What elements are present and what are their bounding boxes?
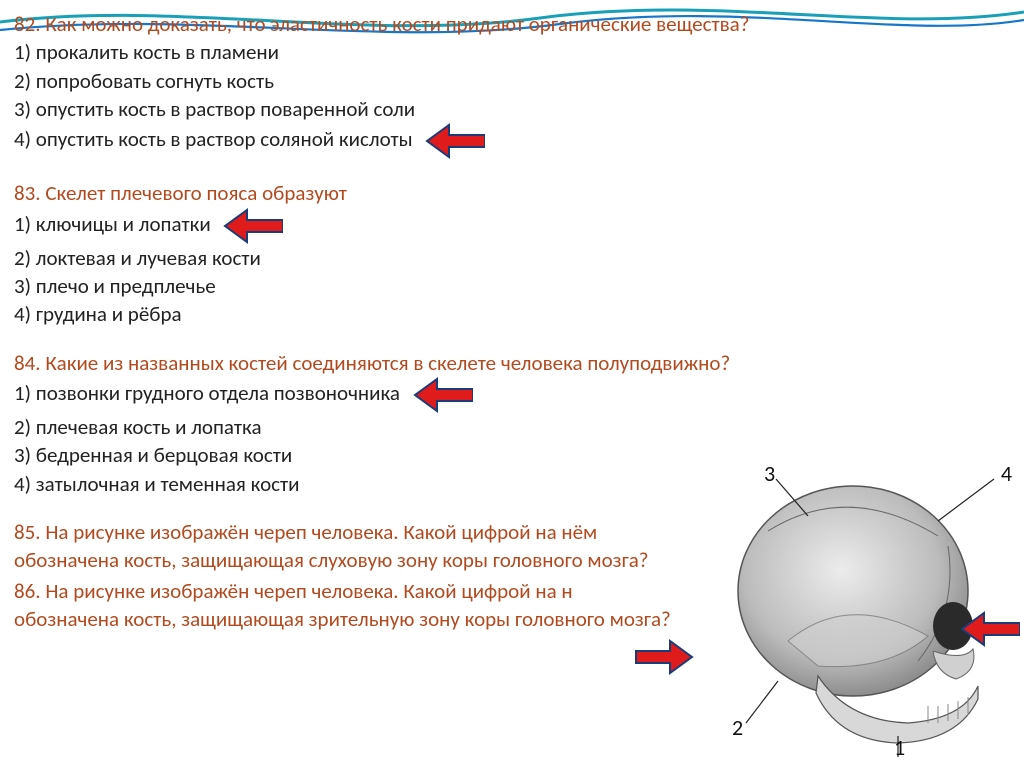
question-86-title: 86. На рисунке изображён череп человека.… — [14, 577, 674, 634]
skull-figure: 1 2 3 4 — [698, 461, 1018, 761]
question-85-title: 85. На рисунке изображён череп человека.… — [14, 518, 654, 575]
q82-option-1: 1) прокалить кость в пламени — [14, 38, 1010, 66]
q83-option-2: 2) локтевая и лучевая кости — [14, 244, 1010, 272]
skull-label-4: 4 — [1001, 459, 1012, 489]
q84-option-2: 2) плечевая кость и лопатка — [14, 413, 1010, 441]
q84-option-1: 1) позвонки грудного отдела позвоночника — [14, 377, 1010, 413]
question-82: 82. Как можно доказать, что эластичность… — [14, 10, 1010, 159]
question-83: 83. Скелет плечевого пояса образуют 1) к… — [14, 179, 1010, 328]
q82-option-4-text: 4) опустить кость в раствор соляной кисл… — [14, 126, 413, 152]
q82-option-4: 4) опустить кость в раствор соляной кисл… — [14, 123, 1010, 159]
answer-arrow-icon — [223, 208, 283, 244]
skull-label-2: 2 — [732, 713, 743, 743]
question-83-title: 83. Скелет плечевого пояса образуют — [14, 179, 1010, 207]
answer-arrow-icon — [634, 639, 694, 682]
question-82-title: 82. Как можно доказать, что эластичность… — [14, 10, 1010, 38]
q83-option-1-text: 1) ключицы и лопатки — [14, 211, 211, 237]
q82-option-3: 3) опустить кость в раствор поваренной с… — [14, 95, 1010, 123]
q84-option-1-text: 1) позвонки грудного отдела позвоночника — [14, 380, 400, 406]
q83-option-4: 4) грудина и рёбра — [14, 300, 1010, 328]
skull-label-3: 3 — [764, 459, 775, 489]
answer-arrow-icon — [413, 377, 473, 413]
answer-arrow-icon — [425, 123, 485, 159]
q82-option-2: 2) попробовать согнуть кость — [14, 67, 1010, 95]
question-84-title: 84. Какие из названных костей соединяютс… — [14, 349, 1010, 377]
question-85: 85. На рисунке изображён череп человека.… — [14, 518, 654, 575]
q83-option-3: 3) плечо и предплечье — [14, 272, 1010, 300]
question-86: 86. На рисунке изображён череп человека.… — [14, 577, 674, 634]
answer-arrow-icon — [960, 611, 1020, 654]
skull-label-1: 1 — [894, 733, 905, 763]
q83-option-1: 1) ключицы и лопатки — [14, 208, 1010, 244]
